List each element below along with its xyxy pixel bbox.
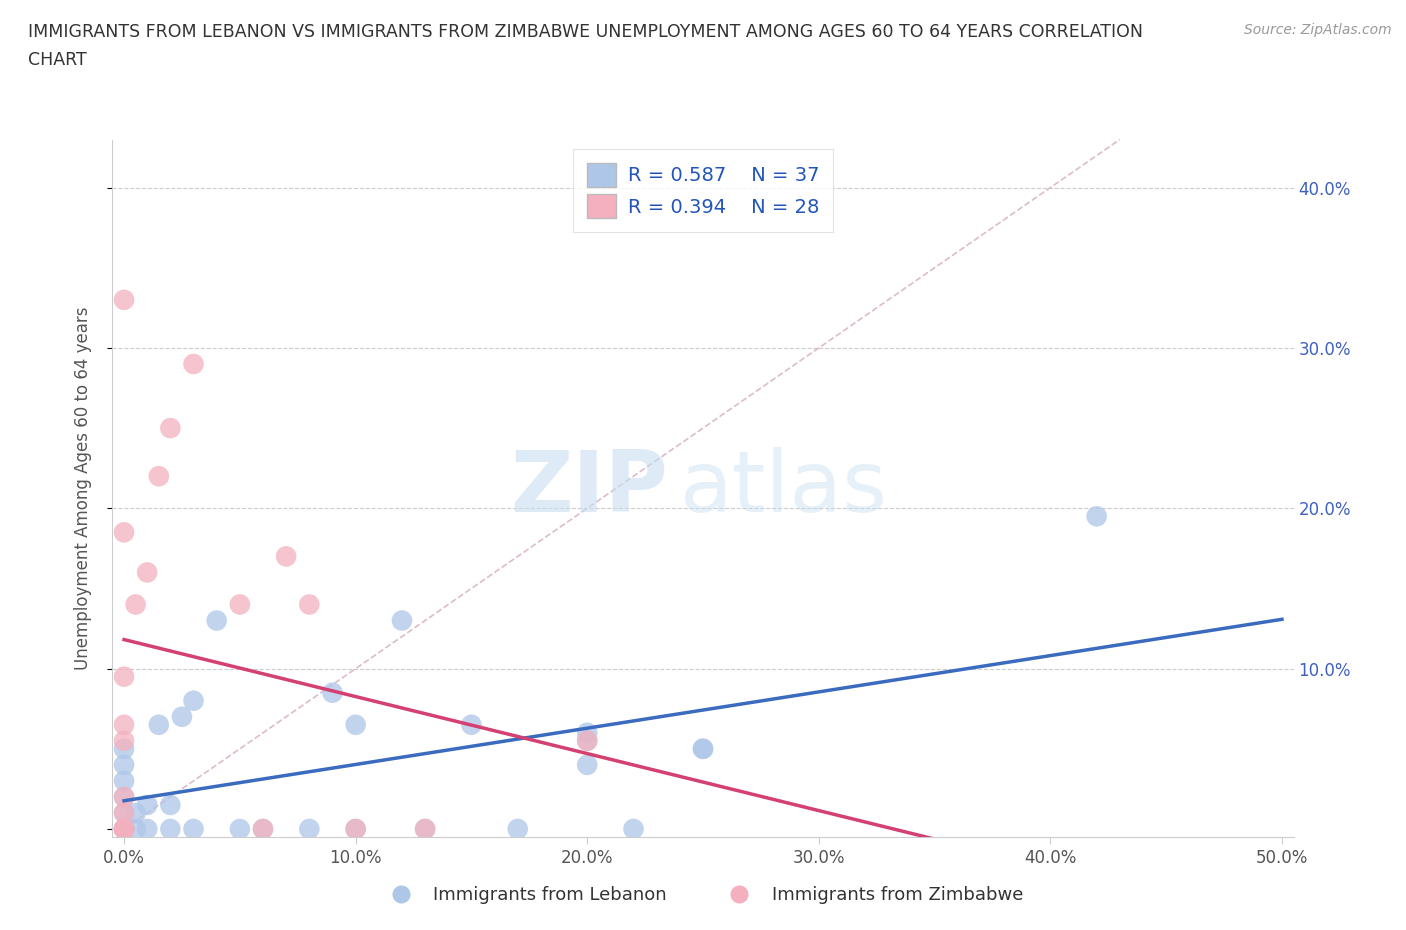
Point <box>1085 509 1108 524</box>
Point <box>112 670 135 684</box>
Point <box>183 356 205 371</box>
Point <box>159 420 181 435</box>
Point <box>112 805 135 820</box>
Point <box>112 805 135 820</box>
Point <box>112 774 135 789</box>
Point <box>344 717 367 732</box>
Point <box>112 741 135 756</box>
Point <box>159 821 181 836</box>
Point <box>136 798 159 813</box>
Point <box>321 685 343 700</box>
Y-axis label: Unemployment Among Ages 60 to 64 years: Unemployment Among Ages 60 to 64 years <box>73 307 91 670</box>
Text: ZIP: ZIP <box>510 446 668 530</box>
Point <box>298 597 321 612</box>
Point <box>112 790 135 804</box>
Point <box>229 821 252 836</box>
Text: CHART: CHART <box>28 51 87 69</box>
Point <box>112 790 135 804</box>
Point <box>460 717 482 732</box>
Point <box>112 525 135 539</box>
Point <box>112 821 135 836</box>
Text: IMMIGRANTS FROM LEBANON VS IMMIGRANTS FROM ZIMBABWE UNEMPLOYMENT AMONG AGES 60 T: IMMIGRANTS FROM LEBANON VS IMMIGRANTS FR… <box>28 23 1143 41</box>
Point <box>252 821 274 836</box>
Point <box>298 821 321 836</box>
Point <box>391 613 413 628</box>
Point <box>692 741 714 756</box>
Point <box>148 717 170 732</box>
Text: Source: ZipAtlas.com: Source: ZipAtlas.com <box>1244 23 1392 37</box>
Point <box>576 734 599 749</box>
Point <box>205 613 228 628</box>
Point <box>112 821 135 836</box>
Point <box>344 821 367 836</box>
Point <box>623 821 645 836</box>
Point <box>112 292 135 307</box>
Point <box>413 821 436 836</box>
Point <box>344 821 367 836</box>
Legend: Immigrants from Lebanon, Immigrants from Zimbabwe: Immigrants from Lebanon, Immigrants from… <box>375 879 1031 911</box>
Point <box>112 821 135 836</box>
Point <box>229 597 252 612</box>
Point <box>692 741 714 756</box>
Point <box>112 734 135 749</box>
Point <box>159 798 181 813</box>
Point <box>413 821 436 836</box>
Point <box>276 549 298 564</box>
Point <box>112 717 135 732</box>
Point <box>576 725 599 740</box>
Point <box>576 757 599 772</box>
Point <box>170 710 193 724</box>
Point <box>136 565 159 580</box>
Point <box>112 821 135 836</box>
Text: atlas: atlas <box>679 446 887 530</box>
Legend: R = 0.587    N = 37, R = 0.394    N = 28: R = 0.587 N = 37, R = 0.394 N = 28 <box>574 149 832 232</box>
Point <box>183 693 205 708</box>
Point <box>576 734 599 749</box>
Point <box>124 805 146 820</box>
Point <box>252 821 274 836</box>
Point <box>136 821 159 836</box>
Point <box>112 821 135 836</box>
Point <box>112 821 135 836</box>
Point <box>124 597 146 612</box>
Point <box>183 821 205 836</box>
Point <box>148 469 170 484</box>
Point <box>124 821 146 836</box>
Point <box>112 757 135 772</box>
Point <box>506 821 529 836</box>
Point <box>112 821 135 836</box>
